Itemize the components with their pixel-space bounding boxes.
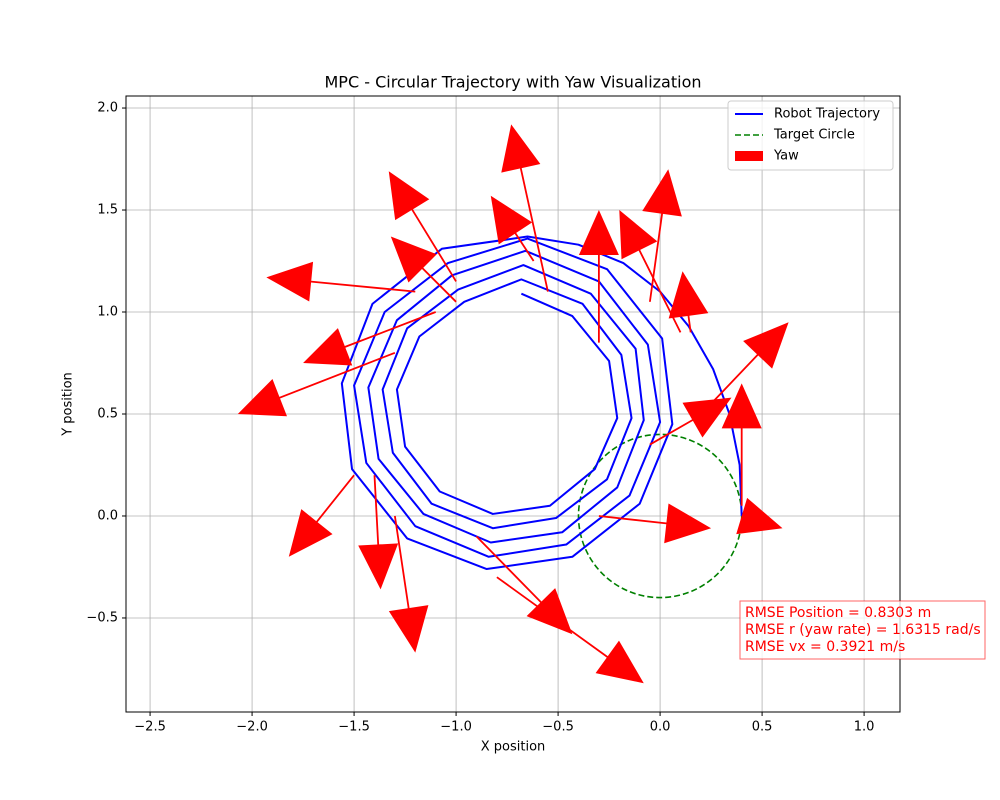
legend-label: Robot Trajectory (774, 107, 880, 122)
y-tick-label: 1.5 (97, 203, 118, 218)
yaw-arrow (668, 271, 709, 333)
yaw-arrow (266, 261, 416, 302)
x-tick-label: −1.5 (338, 720, 370, 735)
chart-title: MPC - Circular Trajectory with Yaw Visua… (325, 73, 702, 92)
grid (126, 96, 900, 712)
annotation-box (739, 600, 986, 660)
plot-area (237, 124, 789, 684)
yaw-arrow (501, 124, 549, 292)
y-tick-label: 0.0 (97, 508, 118, 523)
yaw-arrow (237, 351, 396, 417)
yaw-arrow (736, 497, 783, 535)
yaw-arrow (288, 474, 355, 557)
annotation-text: RMSE r (yaw rate) = 1.6315 rad/s (745, 622, 981, 638)
yaw-arrow (710, 322, 789, 405)
legend-handle (735, 151, 763, 161)
yaw-arrow (358, 475, 399, 590)
yaw-arrow (649, 397, 732, 446)
yaw-arrow (390, 236, 457, 303)
axes-frame (125, 95, 901, 713)
y-tick-label: 2.0 (97, 101, 118, 116)
y-tick-label: 0.5 (97, 406, 118, 421)
yaw-arrow (388, 515, 429, 653)
legend-box (727, 100, 894, 171)
x-tick-label: −2.0 (236, 720, 268, 735)
x-tick-label: −2.5 (134, 720, 166, 735)
yaw-arrow (721, 383, 762, 506)
yaw-arrow (475, 535, 573, 635)
annotation-text: RMSE vx = 0.3921 m/s (745, 639, 905, 655)
x-axis-label: X position (481, 740, 546, 755)
trajectory-line (340, 235, 743, 571)
yaw-arrow (490, 195, 535, 262)
yaw-arrow (496, 576, 644, 684)
legend: Robot Trajectory Target Circle Yaw (727, 100, 894, 171)
yaw-arrow (598, 503, 712, 544)
yaw-arrow (303, 311, 436, 366)
annotation-text: RMSE Position = 0.8303 m (745, 605, 931, 621)
y-tick-label: 1.0 (97, 305, 118, 320)
yaw-arrow (388, 171, 457, 282)
yaw-arrow (642, 169, 682, 302)
yaw-arrow (619, 210, 682, 333)
x-tick-label: −0.5 (542, 720, 574, 735)
y-tick-label: −0.5 (86, 610, 118, 625)
legend-label: Target Circle (773, 128, 855, 143)
x-tick-label: −1.0 (440, 720, 472, 735)
yaw-arrow (578, 210, 619, 343)
x-tick-label: 1.0 (854, 720, 875, 735)
legend-label: Yaw (773, 149, 799, 164)
x-tick-label: 0.5 (752, 720, 773, 735)
x-tick-label: 0.0 (650, 720, 671, 735)
y-axis-label: Y position (61, 372, 76, 437)
